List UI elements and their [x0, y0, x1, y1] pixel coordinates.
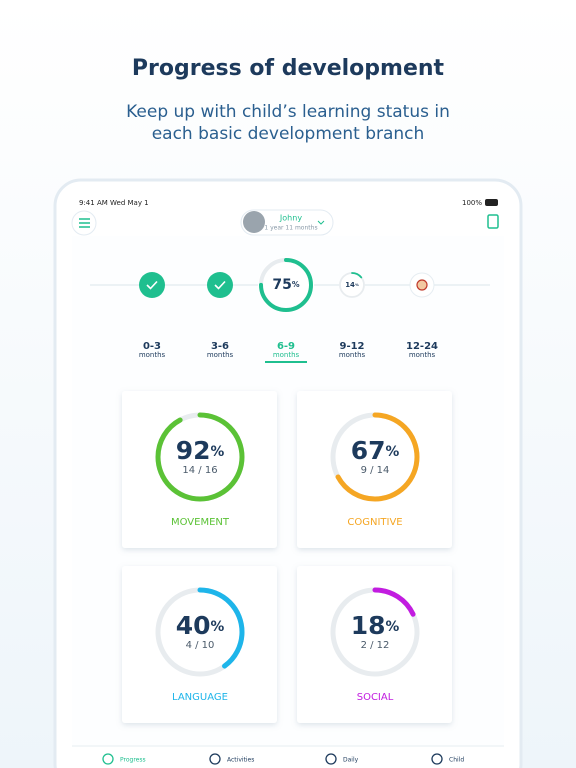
percent-unit: % — [386, 444, 400, 460]
stage-range: 6-9 — [277, 341, 295, 352]
stage-unit: months — [409, 351, 436, 359]
stage-unit: months — [273, 351, 300, 359]
stage-bg — [258, 257, 314, 313]
avatar — [243, 211, 265, 233]
percent-value: 75 — [272, 277, 291, 293]
progress-arc — [330, 587, 420, 677]
status-date: Wed May 1 — [110, 199, 149, 207]
percent-unit: % — [386, 619, 400, 635]
tab-label[interactable]: Daily — [343, 757, 359, 764]
status-time: 9:41 AM — [79, 199, 108, 207]
branch-card — [297, 391, 452, 548]
tab-icon[interactable] — [325, 753, 337, 765]
subtitle: each basic development branch — [152, 124, 425, 144]
percent-text: 18% — [351, 611, 400, 640]
stage-underline — [265, 361, 307, 363]
check-icon — [146, 280, 158, 290]
tab-label[interactable]: Progress — [120, 757, 146, 764]
content: 0-3months3-6months75%6-9months14%9-12mon… — [102, 257, 464, 765]
stage-range: 9-12 — [339, 341, 364, 352]
percent-unit: % — [211, 619, 225, 635]
profile-pill[interactable] — [240, 209, 334, 236]
tab-label[interactable]: Activities — [227, 757, 254, 764]
fraction: 14 / 16 — [182, 465, 217, 476]
progress-arc — [259, 258, 313, 312]
branch-label: COGNITIVE — [347, 517, 402, 528]
stage-done — [139, 272, 165, 298]
percent-value: 67 — [351, 436, 386, 465]
branch-label: LANGUAGE — [172, 692, 228, 703]
progress-arc — [155, 587, 245, 677]
percent-value: 40 — [176, 611, 211, 640]
title: Progress of development — [132, 56, 445, 81]
tab-icon[interactable] — [209, 753, 221, 765]
stage-done — [207, 272, 233, 298]
progress-arc — [339, 272, 365, 298]
child-icon — [416, 279, 428, 291]
percent-unit: % — [211, 444, 225, 460]
percent-unit: % — [292, 280, 300, 289]
branch-card — [122, 391, 277, 548]
branch-label: MOVEMENT — [171, 517, 230, 528]
percent-text: 40% — [176, 611, 225, 640]
stage-range: 12-24 — [406, 341, 438, 352]
check-icon — [214, 280, 226, 290]
subtitle: Keep up with child’s learning status in — [126, 102, 450, 122]
branch-card — [297, 566, 452, 723]
stage-unit: months — [207, 351, 234, 359]
tab-icon[interactable] — [431, 753, 443, 765]
tab-label[interactable]: Child — [449, 757, 464, 764]
menu-icon — [79, 218, 90, 228]
percent-text: 14% — [345, 281, 359, 289]
branch-label: SOCIAL — [357, 692, 394, 703]
percent-value: 92 — [176, 436, 211, 465]
profile-name: Johny — [279, 214, 302, 223]
branch-card — [122, 566, 277, 723]
stage-range: 3-6 — [211, 341, 229, 352]
stage-bg — [339, 272, 365, 298]
fraction: 9 / 14 — [361, 465, 390, 476]
percent-text: 67% — [351, 436, 400, 465]
battery-icon — [485, 199, 498, 206]
percent-value: 18 — [351, 611, 386, 640]
percent-unit: % — [355, 282, 359, 287]
progress-arc — [155, 412, 245, 502]
tab-icon[interactable] — [102, 753, 114, 765]
progress-arc — [330, 412, 420, 502]
stage-unit: months — [339, 351, 366, 359]
percent-text: 75% — [272, 277, 299, 293]
fraction: 4 / 10 — [186, 640, 215, 651]
report-button[interactable] — [487, 214, 499, 229]
stage-range: 0-3 — [143, 341, 161, 352]
percent-value: 14 — [345, 281, 355, 289]
profile-age: 1 year 11 months — [264, 225, 317, 232]
fraction: 2 / 12 — [361, 640, 390, 651]
status-battery: 100% — [462, 199, 482, 207]
stage-unit: months — [139, 351, 166, 359]
dropdown-icon — [317, 220, 325, 225]
percent-text: 92% — [176, 436, 225, 465]
